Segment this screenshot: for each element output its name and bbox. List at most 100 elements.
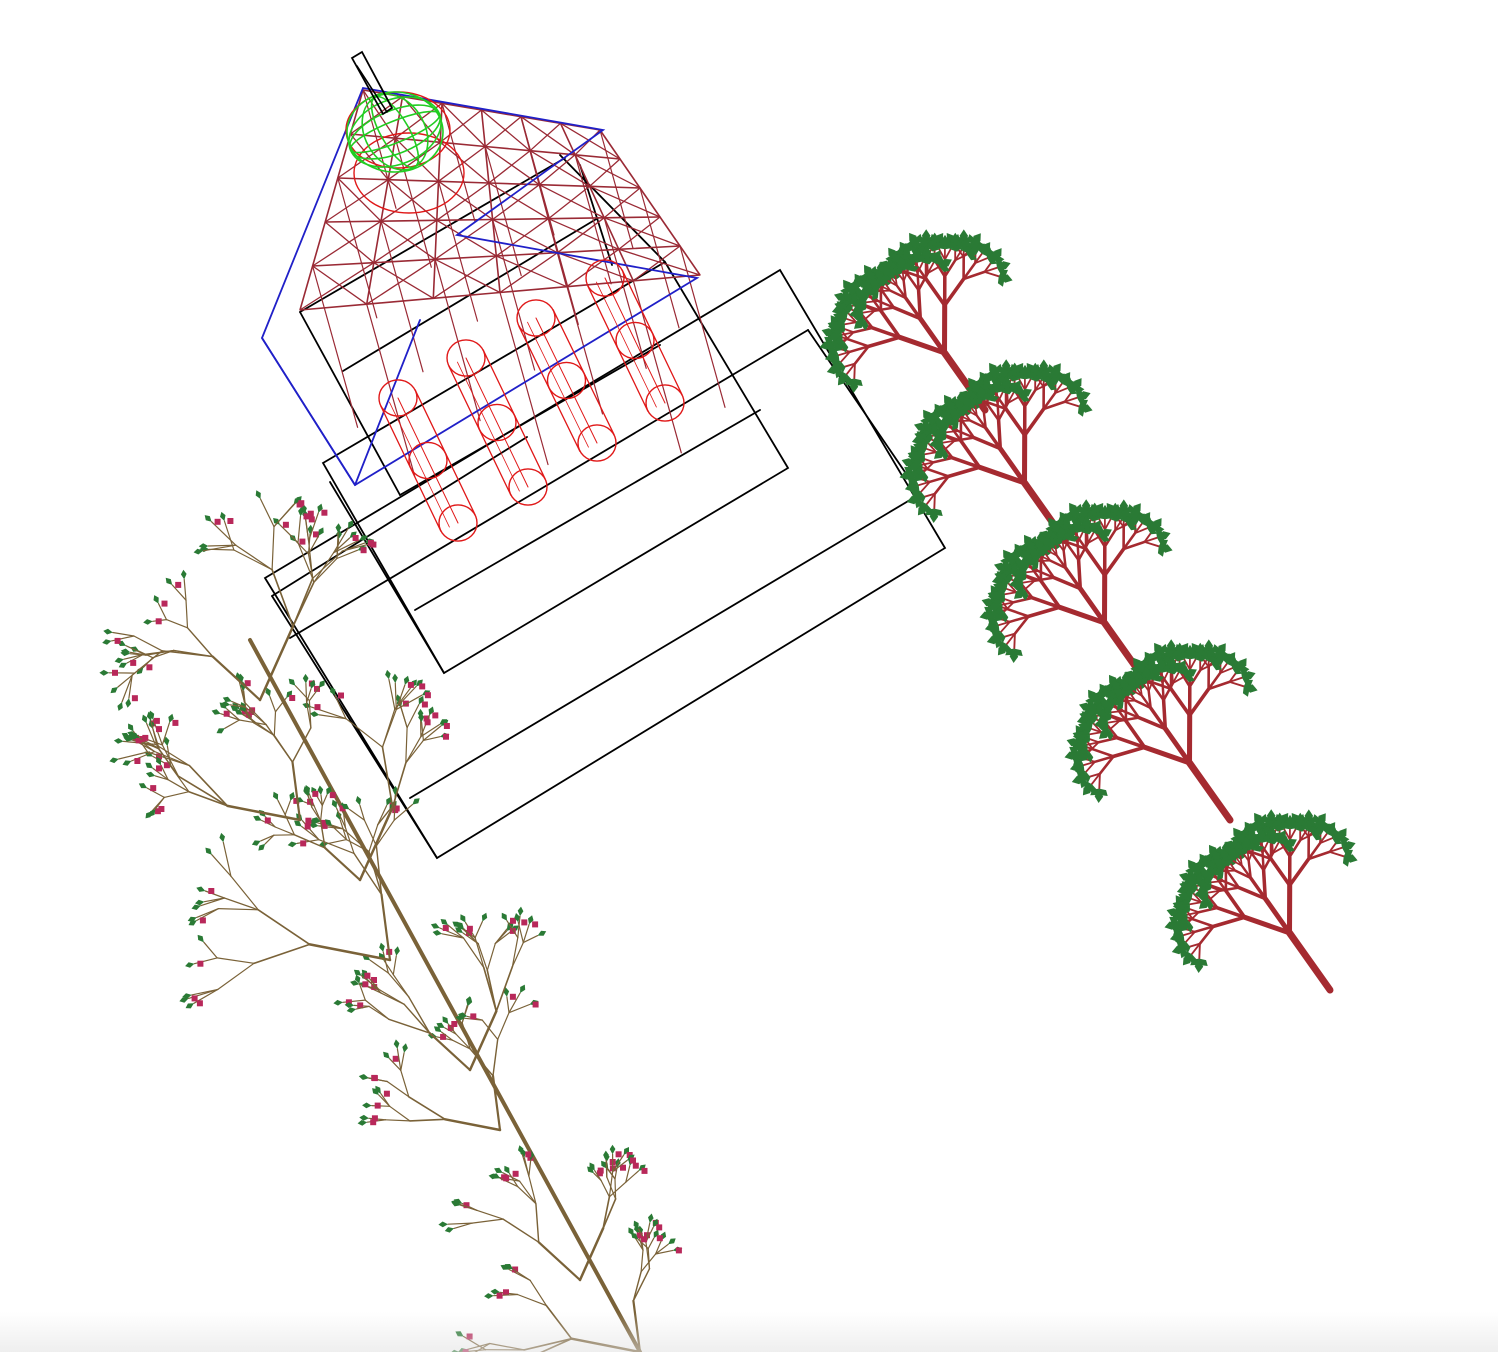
tree-branch (277, 799, 286, 816)
leaf (1084, 734, 1090, 744)
tree-branch (1121, 709, 1141, 719)
leaf (1069, 763, 1084, 772)
leaf (1030, 375, 1042, 382)
truss-brace (488, 150, 531, 184)
leaf (921, 229, 931, 244)
tree-branch (953, 436, 976, 442)
tree-branch (840, 350, 851, 363)
leaf (1199, 899, 1210, 909)
leaf (528, 915, 534, 925)
blossom (597, 1167, 604, 1174)
leaf (868, 278, 881, 287)
leaf (1173, 912, 1188, 921)
leaf (1195, 655, 1207, 662)
tree-branch (315, 794, 323, 807)
blossom (130, 659, 137, 666)
tree-branch (1143, 540, 1160, 548)
tree-branch (983, 426, 1003, 451)
leaf (1091, 506, 1100, 520)
tree-branch (841, 331, 855, 336)
tree-branch (1023, 579, 1036, 591)
fractal-tree (1164, 809, 1358, 994)
pillar-facet (527, 321, 589, 448)
tree-branch (451, 1039, 471, 1050)
leaf (303, 786, 309, 796)
tree-branch (957, 419, 972, 422)
truss-post (380, 220, 424, 373)
pillar-top-cap (516, 299, 556, 337)
tree-branch (1261, 851, 1265, 872)
blossom (362, 981, 369, 988)
leaf (1019, 388, 1032, 397)
tree-branch (873, 306, 896, 312)
blossom (196, 1000, 203, 1007)
tree-branch (612, 1154, 625, 1173)
tree-branch (927, 261, 935, 274)
blossom (208, 888, 215, 894)
leaf (309, 679, 316, 689)
tree-branch (1090, 728, 1103, 734)
leaf (1047, 384, 1058, 391)
leaf (1018, 567, 1029, 573)
tree-branch (1108, 719, 1121, 731)
greenhouse-inner-edge (271, 436, 528, 597)
leaf (392, 785, 399, 796)
blossom (135, 737, 142, 744)
leaf (1102, 722, 1109, 733)
leaf (1342, 856, 1350, 867)
tree-branch (291, 727, 312, 763)
leaf (1093, 528, 1105, 536)
leaf (438, 1221, 448, 1228)
tree-branch (1036, 569, 1056, 579)
leaf (957, 410, 968, 417)
tree-branch (506, 920, 519, 939)
tree-branch (428, 1031, 472, 1072)
tree-branch (1084, 547, 1107, 578)
tree-branch (1077, 541, 1090, 562)
tree-branch (207, 544, 237, 547)
tree-branch (306, 688, 312, 704)
tree-branch (654, 1239, 663, 1255)
tree-branch (319, 820, 326, 849)
leaf (983, 612, 998, 621)
tree-branch (269, 695, 277, 713)
blossom (357, 1002, 364, 1009)
leaf (1285, 814, 1295, 830)
blossom (440, 1033, 447, 1040)
tree-branch (339, 819, 348, 841)
tree-branch (925, 492, 936, 506)
leaf (287, 841, 298, 848)
tree-branch (612, 1159, 628, 1173)
leaf (988, 602, 1003, 611)
blossom (503, 1175, 510, 1182)
leaf (1242, 671, 1256, 680)
leaf (960, 404, 972, 412)
tree-branch (608, 1170, 614, 1198)
tree-branch (1040, 555, 1052, 562)
leaf (890, 267, 897, 279)
leaf (1340, 837, 1348, 848)
leaf (1089, 784, 1097, 795)
tree-branch (523, 1337, 573, 1351)
tree-branch (1125, 695, 1137, 702)
tree-branch (271, 568, 294, 628)
leaf (1267, 837, 1279, 845)
leaf (1100, 504, 1110, 520)
tree-branch (154, 796, 165, 810)
leaf (1016, 372, 1025, 380)
tree-branch (870, 326, 902, 340)
tree-branch (625, 1165, 631, 1183)
tree-branch (632, 1267, 651, 1302)
leaf (418, 695, 424, 705)
blossom (407, 681, 414, 688)
tree-branch (1103, 529, 1117, 548)
tree-branch (1188, 911, 1200, 923)
leaf (858, 297, 869, 303)
leaf (1081, 744, 1088, 755)
tree-branch (877, 289, 892, 292)
truss-rafter (365, 96, 404, 305)
leaf (318, 527, 324, 536)
leaf (1002, 387, 1014, 395)
